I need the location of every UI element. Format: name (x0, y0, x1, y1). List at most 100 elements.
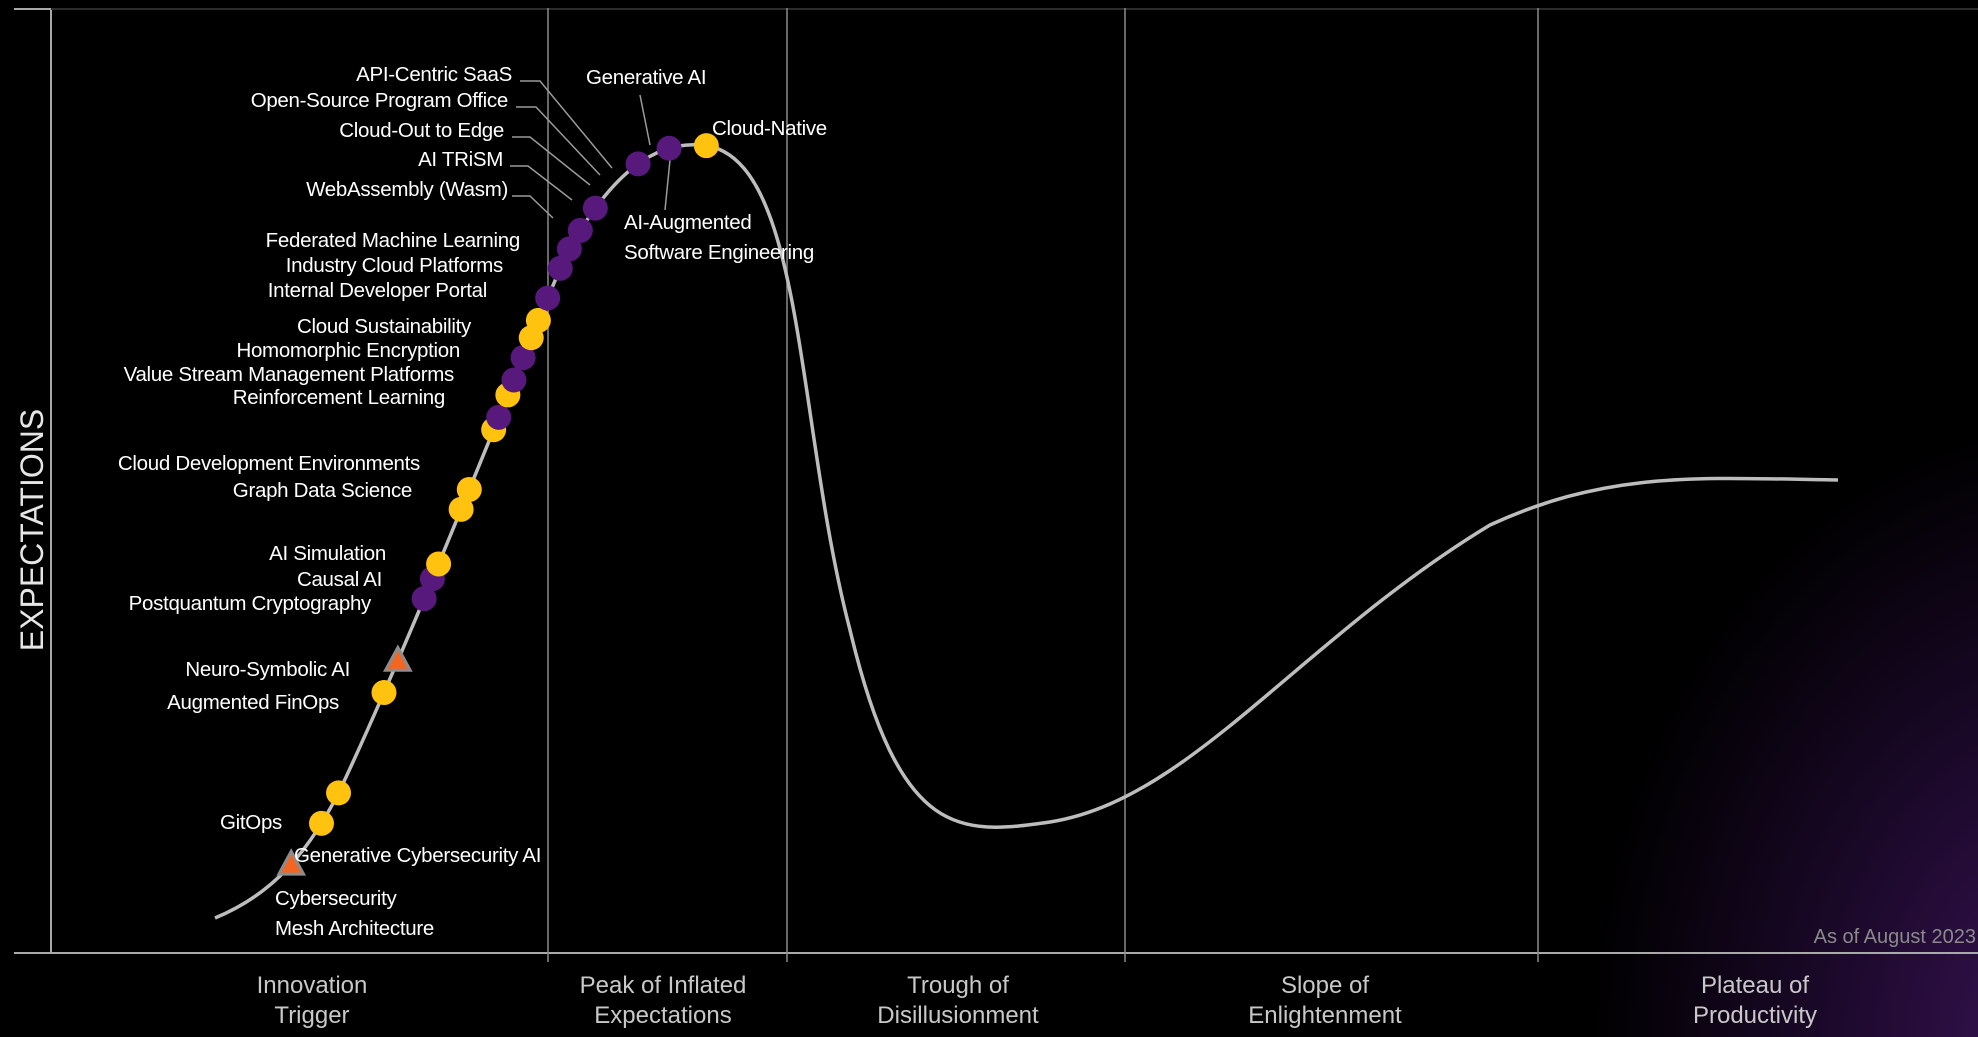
technology-marker (693, 133, 719, 159)
purple-dot-marker (567, 217, 593, 243)
technology-marker (582, 195, 608, 221)
technology-label-line: Cloud Development Environments (118, 452, 420, 475)
phase-label-line: Slope of (1281, 972, 1369, 999)
yellow-dot-marker (693, 133, 719, 159)
technology-label-line: Homomorphic Encryption (236, 339, 460, 362)
technology-label-line: Cloud-Out to Edge (339, 119, 504, 142)
purple-dot-marker (510, 345, 536, 371)
technology-label-line: Reinforcement Learning (233, 386, 445, 409)
yellow-dot-marker (371, 680, 397, 706)
technology-label-line: Cloud-Native (712, 117, 827, 140)
technology-label: Federated Machine Learning (266, 229, 520, 252)
technology-label-line: AI-Augmented (624, 211, 751, 234)
phase-label-line: Expectations (594, 1002, 731, 1029)
leader-line (516, 106, 601, 176)
technology-label: Value Stream Management Platforms (124, 363, 454, 386)
technology-label-line: Cloud Sustainability (297, 315, 472, 338)
technology-marker (535, 285, 561, 311)
technology-label: Homomorphic Encryption (236, 339, 460, 362)
technology-label: Cloud-Native (712, 117, 827, 140)
purple-dot-marker (656, 135, 682, 161)
technology-label: Augmented FinOps (167, 691, 339, 714)
technology-marker (371, 680, 397, 706)
as-of-note: As of August 2023 (1814, 926, 1976, 948)
leader-line (639, 94, 651, 146)
technology-marker (448, 496, 474, 522)
leader-line (512, 195, 554, 219)
technology-marker (426, 551, 452, 577)
phase-label-line: Trough of (907, 972, 1009, 999)
technology-label-line: Industry Cloud Platforms (286, 254, 503, 277)
technology-label-line: Graph Data Science (233, 479, 412, 502)
technology-label-line: Augmented FinOps (167, 691, 339, 714)
technology-marker (556, 236, 582, 262)
technology-label-line: Federated Machine Learning (266, 229, 520, 252)
yellow-dot-marker (525, 307, 551, 333)
technology-marker (567, 217, 593, 243)
technology-label: Cybersecurity Mesh Architecture (275, 887, 434, 940)
technology-marker (456, 476, 482, 502)
yellow-dot-marker (309, 810, 335, 836)
purple-dot-marker (556, 236, 582, 262)
technology-label: Cloud Development Environments (118, 452, 420, 475)
technology-label: Internal Developer Portal (268, 279, 487, 302)
technology-label-line: Mesh Architecture (275, 917, 434, 940)
purple-dot-marker (411, 586, 437, 612)
technology-label: Causal AI (297, 568, 382, 591)
phase-label-line: Innovation (257, 972, 368, 999)
leader-line (520, 80, 613, 169)
technology-label: AI TRiSM (418, 148, 503, 171)
technology-label: Open-Source Program Office (251, 89, 508, 112)
phase-label-line: Productivity (1693, 1002, 1817, 1029)
technology-label-line: Software Engineering (624, 241, 814, 264)
technology-label: AI Simulation (269, 542, 386, 565)
technology-label-line: Postquantum Cryptography (129, 592, 372, 615)
technology-label-line: API-Centric SaaS (356, 63, 512, 86)
technology-marker (501, 367, 527, 393)
technology-marker (510, 345, 536, 371)
technology-label: GitOps (220, 811, 282, 834)
technology-label: WebAssembly (Wasm) (306, 178, 508, 201)
technology-marker (326, 780, 352, 806)
yellow-dot-marker (456, 476, 482, 502)
phase-label: Innovation Trigger (257, 972, 368, 1029)
technology-label: Cloud Sustainability (297, 315, 472, 338)
leader-line (512, 136, 591, 186)
phase-label-line: Enlightenment (1248, 1002, 1402, 1029)
technology-marker (625, 151, 651, 177)
technology-label: AI-Augmented Software Engineering (624, 211, 814, 264)
purple-dot-marker (501, 367, 527, 393)
technology-marker (382, 644, 413, 672)
phase-label: Slope of Enlightenment (1248, 972, 1402, 1029)
technology-label: Graph Data Science (233, 479, 412, 502)
technology-label-line: Generative Cybersecurity AI (294, 844, 541, 867)
technology-marker (656, 135, 682, 161)
technology-label-line: Internal Developer Portal (268, 279, 487, 302)
y-axis-label: EXPECTATIONS (14, 409, 50, 651)
triangle-marker (276, 848, 307, 876)
technology-label: Postquantum Cryptography (129, 592, 372, 615)
technology-label: Industry Cloud Platforms (286, 254, 503, 277)
technology-label: Reinforcement Learning (233, 386, 445, 409)
technology-marker (486, 404, 512, 430)
technology-label-line: GitOps (220, 811, 282, 834)
yellow-dot-marker (326, 780, 352, 806)
technology-label-line: Neuro-Symbolic AI (185, 658, 350, 681)
yellow-dot-marker (448, 496, 474, 522)
phase-label-line: Plateau of (1701, 972, 1809, 999)
technology-marker (309, 810, 335, 836)
purple-dot-marker (547, 255, 573, 281)
technology-label-line: Value Stream Management Platforms (124, 363, 454, 386)
technology-label-line: WebAssembly (Wasm) (306, 178, 508, 201)
leader-line (510, 165, 573, 201)
purple-dot-marker (486, 404, 512, 430)
triangle-marker (382, 644, 413, 672)
technology-label: Generative AI (586, 66, 706, 89)
technology-label: API-Centric SaaS (356, 63, 512, 86)
phase-label-line: Disillusionment (877, 1002, 1039, 1029)
technology-marker (525, 307, 551, 333)
phase-label-line: Trigger (274, 1002, 349, 1029)
technology-label-line: AI TRiSM (418, 148, 503, 171)
